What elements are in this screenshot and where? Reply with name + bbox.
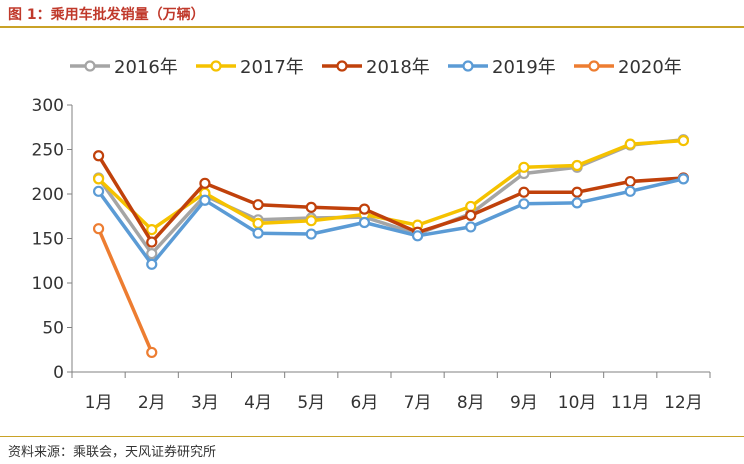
data-point xyxy=(411,230,424,242)
x-tick-label: 12月 xyxy=(664,393,703,413)
data-point xyxy=(146,236,158,248)
y-tick-label: 200 xyxy=(32,185,64,205)
chart-legend: 2016年 2017年 2018年 2019年 2020年 xyxy=(70,57,682,78)
data-point xyxy=(92,223,105,235)
x-tick-label: 2月 xyxy=(138,393,166,413)
data-point xyxy=(252,199,264,211)
x-tick-label: 4月 xyxy=(244,393,272,413)
y-tick-label: 0 xyxy=(53,363,64,383)
data-point xyxy=(252,217,264,229)
data-point xyxy=(92,173,105,185)
data-point xyxy=(358,216,371,229)
top-divider xyxy=(0,26,744,28)
legend-label: 2019年 xyxy=(492,57,556,78)
x-tick-label: 8月 xyxy=(457,393,485,413)
data-point xyxy=(624,185,636,197)
series-line-2020年 xyxy=(96,226,154,355)
data-point xyxy=(677,173,690,185)
data-point xyxy=(305,228,317,240)
x-tick-label: 11月 xyxy=(611,393,650,413)
data-point xyxy=(518,198,530,210)
data-point xyxy=(518,186,530,198)
source-note: 资料来源：乘联会，天风证券研究所 xyxy=(8,445,217,460)
data-point xyxy=(92,150,105,162)
y-tick-label: 150 xyxy=(32,230,64,250)
x-tick-label: 3月 xyxy=(191,393,219,413)
data-point xyxy=(146,258,158,270)
data-point xyxy=(571,159,583,172)
data-point xyxy=(624,138,636,150)
data-point xyxy=(146,224,158,236)
bottom-divider xyxy=(0,436,744,437)
x-tick-label: 6月 xyxy=(351,393,379,413)
data-point xyxy=(199,194,211,206)
legend-swatch-marker xyxy=(336,60,348,72)
x-axis: 1月 2月 3月 4月 5月 6月 7月 8月 9月 10月 11月 12月 xyxy=(71,371,711,413)
data-point xyxy=(199,177,211,189)
line-chart: 2016年 2017年 2018年 2019年 2020年 0 50 100 150 200 25… xyxy=(32,57,711,413)
y-tick-label: 300 xyxy=(32,96,64,116)
y-tick-label: 250 xyxy=(32,141,64,161)
legend-label: 2018年 xyxy=(366,57,430,78)
legend-swatch-marker xyxy=(84,60,96,72)
legend-label: 2016年 xyxy=(114,57,178,78)
data-point xyxy=(146,346,158,359)
legend-swatch-marker xyxy=(210,60,222,72)
data-point xyxy=(465,209,477,221)
data-point xyxy=(624,175,636,188)
legend-label: 2020年 xyxy=(618,57,682,78)
data-point xyxy=(571,186,583,198)
x-tick-label: 5月 xyxy=(297,393,325,413)
series-line-2018年 xyxy=(96,153,686,244)
data-point xyxy=(465,221,477,233)
y-axis: 0 50 100 150 200 250 300 xyxy=(32,96,73,383)
data-point xyxy=(252,227,264,239)
x-tick-label: 10月 xyxy=(558,393,597,413)
legend-swatch-marker xyxy=(462,60,474,72)
data-point xyxy=(146,248,158,260)
data-point xyxy=(358,203,371,215)
legend-label: 2017年 xyxy=(240,57,304,78)
data-point xyxy=(92,185,105,197)
figure-title: 图 1：乘用车批发销量（万辆） xyxy=(8,7,205,23)
data-point xyxy=(465,200,477,213)
x-tick-label: 7月 xyxy=(404,393,432,413)
chart-series xyxy=(92,134,690,359)
series-line-2019年 xyxy=(96,177,686,267)
data-point xyxy=(677,135,690,147)
data-point xyxy=(571,197,583,209)
y-tick-label: 100 xyxy=(32,274,64,294)
data-point xyxy=(305,201,317,213)
legend-swatch-marker xyxy=(588,60,600,72)
y-tick-label: 50 xyxy=(42,319,64,339)
data-point xyxy=(518,161,530,173)
data-point xyxy=(305,215,317,227)
x-tick-label: 9月 xyxy=(510,393,538,413)
x-tick-label: 1月 xyxy=(85,393,113,413)
